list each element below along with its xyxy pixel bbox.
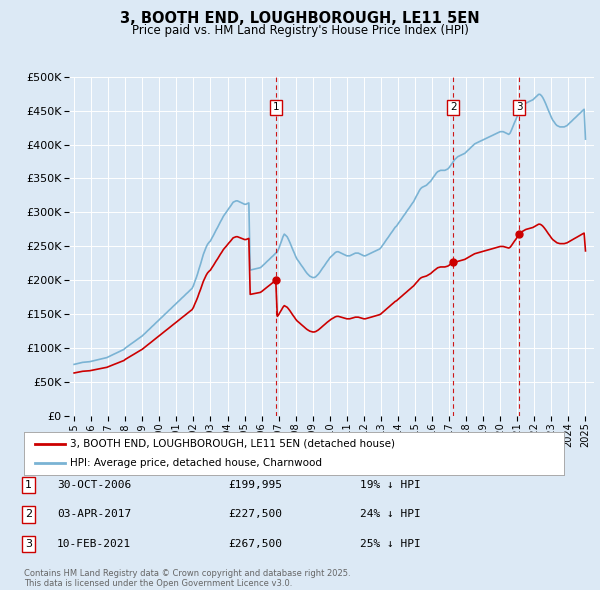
Text: 1: 1 (272, 102, 279, 112)
Text: 1: 1 (25, 480, 32, 490)
Text: Price paid vs. HM Land Registry's House Price Index (HPI): Price paid vs. HM Land Registry's House … (131, 24, 469, 37)
Text: 25% ↓ HPI: 25% ↓ HPI (360, 539, 421, 549)
Text: 2: 2 (450, 102, 457, 112)
Text: 03-APR-2017: 03-APR-2017 (57, 510, 131, 519)
Text: 3, BOOTH END, LOUGHBOROUGH, LE11 5EN: 3, BOOTH END, LOUGHBOROUGH, LE11 5EN (120, 11, 480, 25)
Text: 10-FEB-2021: 10-FEB-2021 (57, 539, 131, 549)
Text: 3, BOOTH END, LOUGHBOROUGH, LE11 5EN (detached house): 3, BOOTH END, LOUGHBOROUGH, LE11 5EN (de… (70, 439, 395, 449)
Text: 3: 3 (25, 539, 32, 549)
Text: 30-OCT-2006: 30-OCT-2006 (57, 480, 131, 490)
Text: £267,500: £267,500 (228, 539, 282, 549)
Text: £227,500: £227,500 (228, 510, 282, 519)
Text: 19% ↓ HPI: 19% ↓ HPI (360, 480, 421, 490)
Text: £199,995: £199,995 (228, 480, 282, 490)
Text: HPI: Average price, detached house, Charnwood: HPI: Average price, detached house, Char… (70, 458, 322, 468)
Text: Contains HM Land Registry data © Crown copyright and database right 2025.
This d: Contains HM Land Registry data © Crown c… (24, 569, 350, 588)
Text: 3: 3 (516, 102, 523, 112)
Text: 24% ↓ HPI: 24% ↓ HPI (360, 510, 421, 519)
Text: 2: 2 (25, 510, 32, 519)
